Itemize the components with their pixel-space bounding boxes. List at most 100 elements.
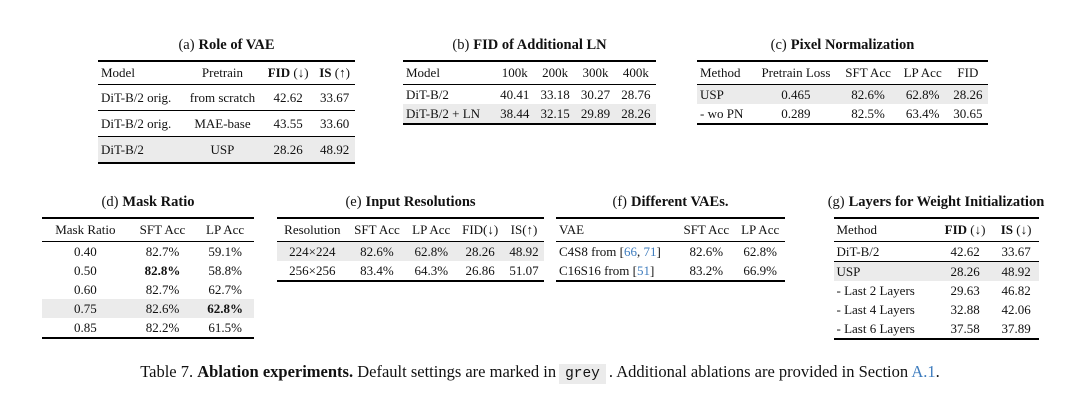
citation-link[interactable]: 71 [643, 243, 657, 259]
down-arrow-icon: (↓) [1013, 222, 1032, 237]
cell-400k: 28.26 [621, 105, 651, 121]
subcaption-g-title: Layers for Weight Initialization [848, 194, 1045, 210]
subcaption-d-label: (d) [101, 194, 119, 210]
cell-is: 46.82 [1001, 282, 1031, 298]
col-header-method: Method [836, 222, 877, 237]
cell-sft-acc: 82.7% [145, 281, 180, 297]
cell-sft-acc: 82.5% [851, 105, 885, 121]
caption-prefix: Table 7. [140, 362, 198, 381]
cell-fid: 29.63 [950, 282, 980, 298]
table-row: - Last 4 Layers 32.88 42.06 [834, 300, 1039, 319]
cell-sft-acc: 82.6% [851, 86, 885, 102]
cell-lp-acc: 62.8% [905, 86, 940, 102]
cell-method: - Last 4 Layers [836, 301, 915, 317]
subtable-b-fid-additional-ln: (b) FID of Additional LN Model 100k 200k … [403, 37, 656, 125]
col-header-sft-acc: SFT Acc [354, 222, 400, 237]
subcaption-b-title: FID of Additional LN [473, 37, 607, 53]
cell-fid: 43.55 [273, 115, 303, 131]
col-header-fid-bold: FID [944, 222, 968, 237]
cell-model: DiT-B/2 [101, 141, 144, 157]
cell-is: 33.60 [319, 115, 350, 131]
cell-is: 48.92 [1001, 263, 1031, 279]
subtable-a-role-of-vae: (a) Role of VAE Model Pretrain FID (↓) IS… [98, 37, 355, 164]
cell-lp-acc: 62.8% [743, 243, 777, 259]
subcaption-c-label: (c) [770, 37, 787, 53]
subcaption-a-label: (a) [178, 37, 195, 53]
table-row: 0.85 82.2% 61.5% [42, 318, 254, 338]
cell-vae: C4S8 from [66, 71] [556, 242, 677, 262]
col-header-fid: FID [957, 65, 979, 80]
citation-link[interactable]: 66 [624, 243, 637, 259]
table-row: 0.50 82.8% 58.8% [42, 261, 254, 280]
cell-is: 37.89 [1001, 320, 1031, 336]
citation-link[interactable]: 51 [637, 262, 650, 278]
subcaption-a: (a) Role of VAE [98, 37, 355, 54]
table-d-header-row: Mask Ratio SFT Acc LP Acc [42, 218, 254, 242]
col-header-is-bold: IS [319, 65, 332, 80]
cell-vae: C16S16 from [51] [556, 261, 677, 281]
subcaption-a-title: Role of VAE [198, 37, 275, 53]
cell-model: DiT-B/2 + LN [406, 105, 481, 121]
cell-fid: 32.88 [950, 301, 980, 317]
cell-method: - Last 2 Layers [836, 282, 915, 298]
subcaption-d: (d) Mask Ratio [42, 194, 254, 211]
cell-lp-acc: 62.7% [208, 281, 242, 297]
table-row: - Last 2 Layers 29.63 46.82 [834, 281, 1039, 300]
cell-lp-acc-best: 62.8% [207, 300, 243, 316]
cell-is: 33.67 [319, 89, 350, 105]
table-c: Method Pretrain Loss SFT Acc LP Acc FID … [697, 60, 988, 125]
cell-method: USP [836, 263, 861, 279]
col-header-sft-acc: SFT Acc [845, 65, 891, 80]
cell-vae-text: C4S8 from [ [559, 243, 624, 259]
cell-lp-acc: 66.9% [743, 262, 777, 278]
cell-pretrain: from scratch [189, 89, 256, 105]
table-a-header-row: Model Pretrain FID (↓) IS (↑) [98, 61, 355, 85]
col-header-lp-acc: LP Acc [412, 222, 451, 237]
col-header-resolution: Resolution [284, 222, 341, 237]
cell-pretrain: USP [210, 141, 235, 157]
table-row-highlighted: USP 0.465 82.6% 62.8% 28.26 [697, 84, 988, 104]
cell-model: DiT-B/2 orig. [101, 115, 172, 131]
table-caption: Table 7. Ablation experiments. Default s… [0, 362, 1080, 384]
section-link[interactable]: A.1 [911, 362, 936, 381]
table-row: - wo PN 0.289 82.5% 63.4% 30.65 [697, 104, 988, 124]
cell-sft-acc-best: 82.8% [144, 262, 181, 278]
cell-lp-acc: 61.5% [208, 319, 242, 335]
cell-sft-acc: 83.2% [689, 262, 724, 278]
cell-fid: 28.26 [465, 243, 495, 259]
cell-lp-acc: 59.1% [208, 243, 242, 259]
col-header-model: Model [406, 65, 440, 80]
table-row: 256×256 83.4% 64.3% 26.86 51.07 [277, 261, 544, 281]
cell-model: DiT-B/2 [406, 86, 449, 102]
table-c-header-row: Method Pretrain Loss SFT Acc LP Acc FID [697, 61, 988, 85]
subtable-e-input-resolutions: (e) Input Resolutions Resolution SFT Acc … [277, 194, 544, 282]
down-arrow-icon: (↓) [967, 222, 986, 237]
caption-bold-title: Ablation experiments. [197, 362, 354, 381]
col-header-200k: 200k [542, 65, 569, 80]
cell-lp-acc: 62.8% [414, 243, 449, 259]
subcaption-f-title: Different VAEs. [631, 194, 729, 210]
subcaption-e-label: (e) [345, 194, 362, 210]
cell-resolution: 256×256 [289, 262, 336, 278]
cell-is: 51.07 [509, 262, 539, 278]
col-header-is: IS (↓) [994, 218, 1039, 242]
col-header-lp-acc: LP Acc [903, 65, 942, 80]
subtable-g-layers-weight-init: (g) Layers for Weight Initialization Meth… [799, 194, 1073, 340]
col-header-sft-acc: SFT Acc [139, 222, 186, 237]
cell-100k: 40.41 [500, 86, 530, 102]
cell-sft-acc: 82.7% [145, 243, 180, 259]
subcaption-e-title: Input Resolutions [365, 194, 476, 210]
table-g: Method FID (↓) IS (↓) DiT-B/2 42.62 33.6… [833, 217, 1039, 340]
col-header-fid: FID (↓) [936, 218, 993, 242]
table-e-header-row: Resolution SFT Acc LP Acc FID(↓) IS(↑) [277, 218, 544, 242]
subcaption-g: (g) Layers for Weight Initialization [799, 194, 1073, 211]
cell-mask-ratio: 0.60 [73, 281, 97, 297]
col-header-fid-bold: FID [267, 65, 291, 80]
table-row-highlighted: 224×224 82.6% 62.8% 28.26 48.92 [277, 241, 544, 261]
subcaption-c-title: Pixel Normalization [790, 37, 915, 53]
grey-highlight-sample: grey [559, 364, 606, 384]
cell-lp-acc: 64.3% [414, 262, 449, 278]
table-e: Resolution SFT Acc LP Acc FID(↓) IS(↑) 2… [277, 217, 544, 282]
subcaption-d-title: Mask Ratio [122, 194, 195, 210]
